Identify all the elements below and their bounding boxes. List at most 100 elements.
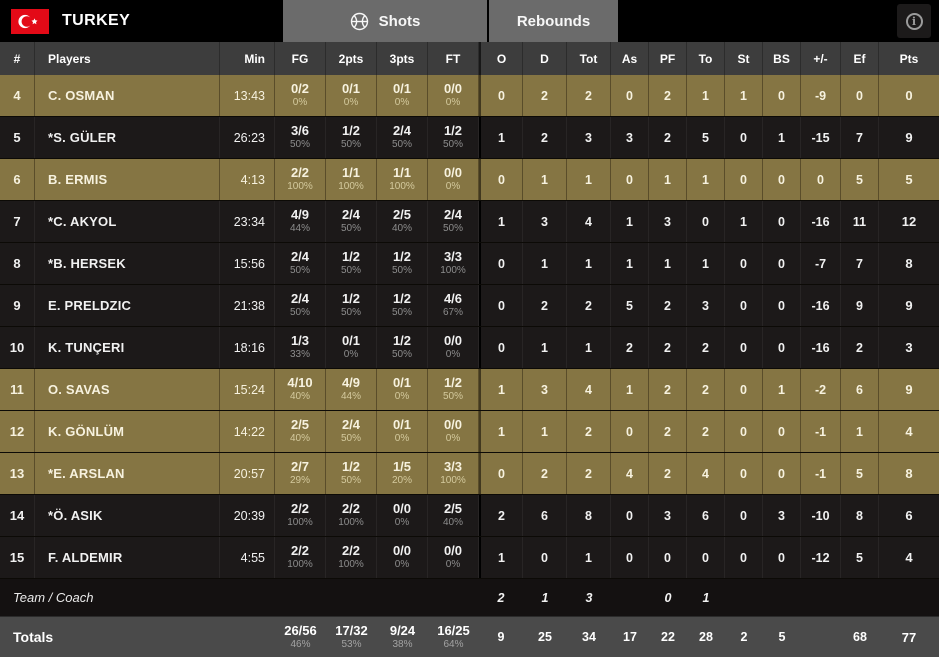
shot-cell-fg: 4/10 40% (275, 369, 326, 410)
stat-cell-pts: 9 (905, 382, 913, 397)
stat-cell-d: 2 (523, 75, 567, 116)
stat-cell-bs: 0 (763, 75, 801, 116)
stat-cell-bs: 0 (763, 453, 801, 494)
stat-cell-ef: 11 (841, 201, 879, 242)
totals-row: Totals 26/56 46% 17/32 53% 9/24 38% 16/25 64% 9 25… (0, 617, 939, 657)
stat-cell-bs: 0 (763, 537, 801, 578)
tab-rebounds[interactable]: Rebounds (489, 0, 618, 42)
stat-cell-ef: 5 (841, 537, 879, 578)
totals-stat-o: 9 (497, 630, 505, 644)
team-coach-row: Team / Coach 2 1 3 0 1 (0, 579, 939, 617)
shot-cell-ft-made-attempted: 0/0 (443, 417, 463, 433)
stat-cell-bs: 0 (763, 285, 801, 326)
top-bar: TURKEY Shots Rebounds i (0, 0, 939, 42)
shot-cell-fg-made-attempted: 2/5 (290, 417, 310, 433)
totals-shot-ft-made-attempted: 16/25 (437, 622, 470, 638)
stat-cell-as: 0 (611, 537, 649, 578)
stat-cell-plusminus: -2 (801, 369, 841, 410)
minutes-played: 15:24 (220, 369, 275, 410)
tab-shots[interactable]: Shots (283, 0, 487, 42)
minutes-played: 26:23 (220, 117, 275, 158)
totals-shot-2pts-percentage: 53% (341, 638, 362, 650)
stat-cell-pf: 2 (649, 75, 687, 116)
tab-rebounds-label: Rebounds (516, 12, 591, 30)
totals-shot-fg: 26/56 46% (275, 617, 326, 657)
stat-cell-as: 2 (611, 327, 649, 368)
player-name: *C. AKYOL (35, 201, 220, 242)
stat-cell-plusminus: -12 (801, 537, 841, 578)
player-row: 11 O. SAVAS 15:24 4/10 40% 4/9 44% 0/1 0% 1/2 50% 1… (0, 369, 939, 411)
stat-cell-as: 3 (611, 117, 649, 158)
stat-cell-pf: 2 (649, 369, 687, 410)
player-number: 12 (0, 411, 35, 452)
shot-cell-ft-percentage: 100% (440, 475, 466, 487)
stat-cell-o: 1 (479, 411, 523, 452)
stat-cell-ef: 0 (841, 75, 879, 116)
shot-cell-3pts-made-attempted: 2/5 (392, 207, 412, 223)
shot-cell-3pts-made-attempted: 1/2 (392, 291, 412, 307)
player-row: 14 *Ö. ASIK 20:39 2/2 100% 2/2 100% 0/0 0% 2/5 40%… (0, 495, 939, 537)
column-header-ef: Ef (841, 42, 879, 75)
stat-cell-st: 0 (725, 327, 763, 368)
shot-cell-fg: 1/3 33% (275, 327, 326, 368)
stat-cell-pf: 2 (649, 285, 687, 326)
stat-cell-as: 4 (611, 453, 649, 494)
shot-cell-ft-percentage: 50% (442, 391, 463, 403)
shot-cell-fg-percentage: 100% (287, 517, 313, 529)
totals-shot-3pts-made-attempted: 9/24 (389, 622, 416, 638)
shot-cell-2pts: 4/9 44% (326, 369, 377, 410)
stat-cell-bs: 0 (763, 201, 801, 242)
shot-cell-3pts-percentage: 0% (394, 391, 410, 403)
stat-cell-pf: 3 (649, 201, 687, 242)
stat-cell-plusminus: -10 (801, 495, 841, 536)
shot-cell-3pts: 1/1 100% (377, 159, 428, 200)
shot-cell-ft-made-attempted: 0/0 (443, 333, 463, 349)
stat-cell-pf: 0 (649, 537, 687, 578)
player-name: *B. HERSEK (35, 243, 220, 284)
stat-cell-st: 0 (725, 117, 763, 158)
info-button[interactable]: i (897, 4, 931, 38)
stat-cell-bs: 1 (763, 369, 801, 410)
stat-cell-tot: 2 (567, 453, 611, 494)
column-header-players: Players (35, 42, 220, 75)
column-header-d: D (523, 42, 567, 75)
player-number: 11 (0, 369, 35, 410)
team-coach-label: Team / Coach (13, 590, 94, 605)
team-header: TURKEY (0, 0, 283, 42)
player-name: K. GÖNLÜM (35, 411, 220, 452)
shot-cell-fg-made-attempted: 1/3 (290, 333, 310, 349)
shot-cell-3pts-made-attempted: 0/1 (392, 375, 412, 391)
shot-cell-2pts: 2/4 50% (326, 201, 377, 242)
stat-cell-pf: 2 (649, 117, 687, 158)
shot-cell-3pts: 2/5 40% (377, 201, 428, 242)
stat-cell-plusminus: -1 (801, 453, 841, 494)
stat-cell-st: 0 (725, 243, 763, 284)
stat-cell-ef: 7 (841, 243, 879, 284)
stat-cell-pts: 4 (905, 550, 913, 565)
stat-cell-tot: 3 (567, 117, 611, 158)
shot-cell-ft-percentage: 67% (442, 307, 463, 319)
totals-shot-fg-made-attempted: 26/56 (284, 622, 317, 638)
stat-cell-plusminus: -15 (801, 117, 841, 158)
info-icon: i (905, 12, 923, 30)
minutes-played: 4:55 (220, 537, 275, 578)
team-stat-plusminus (801, 579, 841, 616)
player-number: 10 (0, 327, 35, 368)
shot-cell-ft-made-attempted: 0/0 (443, 81, 463, 97)
stat-cell-pf: 1 (649, 243, 687, 284)
shot-cell-fg-percentage: 50% (289, 139, 310, 151)
stat-cell-d: 0 (523, 537, 567, 578)
stat-cell-d: 3 (523, 201, 567, 242)
stat-cell-as: 5 (611, 285, 649, 326)
shot-cell-fg-percentage: 50% (289, 265, 310, 277)
player-row: 7 *C. AKYOL 23:34 4/9 44% 2/4 50% 2/5 40% 2/4 50% 1… (0, 201, 939, 243)
team-stat-st (725, 579, 763, 616)
stat-cell-to: 0 (687, 201, 725, 242)
player-row: 5 *S. GÜLER 26:23 3/6 50% 1/2 50% 2/4 50% 1/2 50% 1… (0, 117, 939, 159)
player-name: O. SAVAS (35, 369, 220, 410)
shot-cell-3pts-percentage: 50% (391, 265, 412, 277)
totals-stat-st: 2 (740, 630, 748, 644)
shot-cell-2pts: 1/2 50% (326, 243, 377, 284)
shot-cell-2pts-made-attempted: 1/2 (341, 249, 361, 265)
shot-cell-2pts-made-attempted: 1/2 (341, 123, 361, 139)
